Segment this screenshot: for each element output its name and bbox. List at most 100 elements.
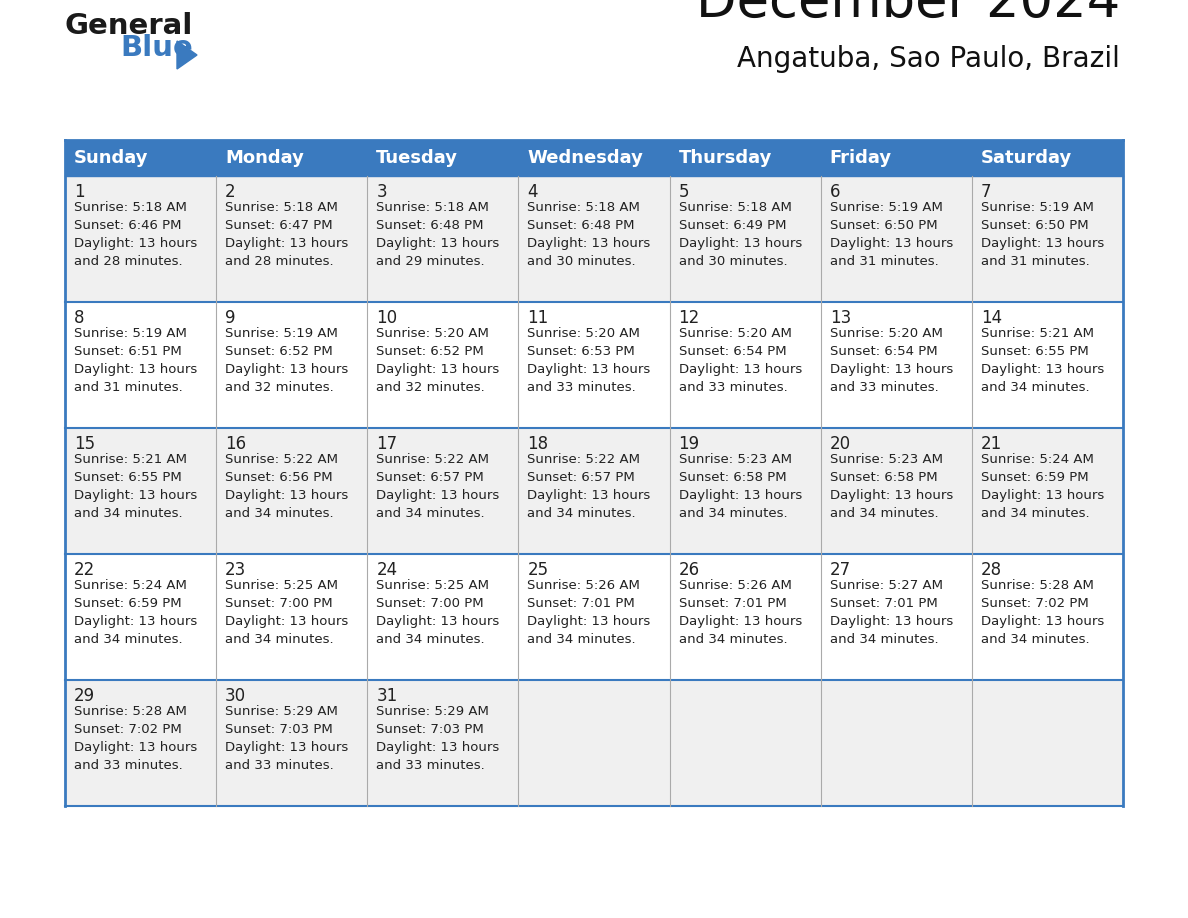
Text: Sunset: 6:59 PM: Sunset: 6:59 PM xyxy=(74,597,182,610)
Text: Sunset: 7:01 PM: Sunset: 7:01 PM xyxy=(678,597,786,610)
Text: and 29 minutes.: and 29 minutes. xyxy=(377,255,485,268)
Bar xyxy=(65,140,216,176)
Text: Sunset: 6:59 PM: Sunset: 6:59 PM xyxy=(981,471,1088,484)
Bar xyxy=(670,428,821,554)
Text: 13: 13 xyxy=(829,309,851,327)
Text: Daylight: 13 hours: Daylight: 13 hours xyxy=(74,741,197,754)
Text: 9: 9 xyxy=(226,309,235,327)
Text: 28: 28 xyxy=(981,561,1001,579)
Text: Sunset: 7:01 PM: Sunset: 7:01 PM xyxy=(829,597,937,610)
Text: and 33 minutes.: and 33 minutes. xyxy=(74,759,183,772)
Text: Saturday: Saturday xyxy=(981,149,1072,167)
Bar xyxy=(518,140,670,176)
Text: 21: 21 xyxy=(981,435,1003,453)
Bar xyxy=(216,140,367,176)
Text: Sunset: 7:00 PM: Sunset: 7:00 PM xyxy=(226,597,333,610)
Bar xyxy=(65,302,216,428)
Text: Sunset: 7:02 PM: Sunset: 7:02 PM xyxy=(981,597,1088,610)
Text: Daylight: 13 hours: Daylight: 13 hours xyxy=(678,237,802,250)
Bar xyxy=(367,176,518,302)
Text: Daylight: 13 hours: Daylight: 13 hours xyxy=(226,741,348,754)
Text: Sunset: 6:56 PM: Sunset: 6:56 PM xyxy=(226,471,333,484)
Text: and 33 minutes.: and 33 minutes. xyxy=(829,381,939,394)
Polygon shape xyxy=(177,41,197,69)
Bar xyxy=(216,680,367,806)
Text: and 34 minutes.: and 34 minutes. xyxy=(377,633,485,646)
Text: Daylight: 13 hours: Daylight: 13 hours xyxy=(226,363,348,376)
Bar xyxy=(216,428,367,554)
Text: 12: 12 xyxy=(678,309,700,327)
Text: and 33 minutes.: and 33 minutes. xyxy=(377,759,485,772)
Text: 5: 5 xyxy=(678,183,689,201)
Text: and 34 minutes.: and 34 minutes. xyxy=(981,633,1089,646)
Text: and 34 minutes.: and 34 minutes. xyxy=(527,507,636,520)
Text: December 2024: December 2024 xyxy=(696,0,1120,28)
Text: Sunrise: 5:24 AM: Sunrise: 5:24 AM xyxy=(981,453,1094,466)
Text: Sunrise: 5:29 AM: Sunrise: 5:29 AM xyxy=(226,705,339,718)
Bar xyxy=(821,680,972,806)
Text: Sunset: 6:54 PM: Sunset: 6:54 PM xyxy=(678,345,786,358)
Text: Sunset: 7:03 PM: Sunset: 7:03 PM xyxy=(377,723,484,736)
Text: Sunset: 6:57 PM: Sunset: 6:57 PM xyxy=(527,471,636,484)
Text: 27: 27 xyxy=(829,561,851,579)
Text: Friday: Friday xyxy=(829,149,892,167)
Text: and 32 minutes.: and 32 minutes. xyxy=(226,381,334,394)
Text: Sunrise: 5:29 AM: Sunrise: 5:29 AM xyxy=(377,705,489,718)
Text: Sunday: Sunday xyxy=(74,149,148,167)
Text: 18: 18 xyxy=(527,435,549,453)
Bar xyxy=(518,680,670,806)
Text: 16: 16 xyxy=(226,435,246,453)
Bar xyxy=(65,680,216,806)
Text: Daylight: 13 hours: Daylight: 13 hours xyxy=(678,615,802,628)
Text: Sunrise: 5:19 AM: Sunrise: 5:19 AM xyxy=(829,201,942,214)
Text: Sunset: 6:48 PM: Sunset: 6:48 PM xyxy=(377,219,484,232)
Text: 15: 15 xyxy=(74,435,95,453)
Bar xyxy=(670,554,821,680)
Text: Daylight: 13 hours: Daylight: 13 hours xyxy=(527,615,651,628)
Text: 1: 1 xyxy=(74,183,84,201)
Bar xyxy=(367,302,518,428)
Text: Daylight: 13 hours: Daylight: 13 hours xyxy=(74,615,197,628)
Text: Sunrise: 5:26 AM: Sunrise: 5:26 AM xyxy=(527,579,640,592)
Text: Sunset: 6:46 PM: Sunset: 6:46 PM xyxy=(74,219,182,232)
Bar xyxy=(972,428,1123,554)
Text: and 34 minutes.: and 34 minutes. xyxy=(226,633,334,646)
Text: 26: 26 xyxy=(678,561,700,579)
Text: Daylight: 13 hours: Daylight: 13 hours xyxy=(74,237,197,250)
Text: Daylight: 13 hours: Daylight: 13 hours xyxy=(981,615,1104,628)
Text: and 33 minutes.: and 33 minutes. xyxy=(226,759,334,772)
Bar xyxy=(670,302,821,428)
Text: 17: 17 xyxy=(377,435,398,453)
Text: Daylight: 13 hours: Daylight: 13 hours xyxy=(74,489,197,502)
Text: Daylight: 13 hours: Daylight: 13 hours xyxy=(829,363,953,376)
Text: Angatuba, Sao Paulo, Brazil: Angatuba, Sao Paulo, Brazil xyxy=(737,45,1120,73)
Text: and 32 minutes.: and 32 minutes. xyxy=(377,381,485,394)
Text: and 34 minutes.: and 34 minutes. xyxy=(74,507,183,520)
Text: Daylight: 13 hours: Daylight: 13 hours xyxy=(829,489,953,502)
Text: Monday: Monday xyxy=(226,149,304,167)
Text: and 34 minutes.: and 34 minutes. xyxy=(226,507,334,520)
Text: General: General xyxy=(65,12,194,40)
Text: Sunrise: 5:20 AM: Sunrise: 5:20 AM xyxy=(527,327,640,340)
Bar xyxy=(367,428,518,554)
Text: Daylight: 13 hours: Daylight: 13 hours xyxy=(226,237,348,250)
Bar xyxy=(65,176,216,302)
Text: Sunrise: 5:18 AM: Sunrise: 5:18 AM xyxy=(678,201,791,214)
Text: 31: 31 xyxy=(377,687,398,705)
Bar xyxy=(821,428,972,554)
Bar xyxy=(518,176,670,302)
Text: and 33 minutes.: and 33 minutes. xyxy=(527,381,637,394)
Bar xyxy=(670,176,821,302)
Text: Daylight: 13 hours: Daylight: 13 hours xyxy=(377,363,499,376)
Text: and 34 minutes.: and 34 minutes. xyxy=(678,633,788,646)
Text: Tuesday: Tuesday xyxy=(377,149,459,167)
Text: and 34 minutes.: and 34 minutes. xyxy=(377,507,485,520)
Text: Sunset: 6:52 PM: Sunset: 6:52 PM xyxy=(377,345,484,358)
Text: Sunrise: 5:18 AM: Sunrise: 5:18 AM xyxy=(226,201,339,214)
Text: Sunset: 6:50 PM: Sunset: 6:50 PM xyxy=(981,219,1088,232)
Text: 11: 11 xyxy=(527,309,549,327)
Text: and 30 minutes.: and 30 minutes. xyxy=(527,255,636,268)
Bar xyxy=(216,176,367,302)
Text: Sunset: 6:53 PM: Sunset: 6:53 PM xyxy=(527,345,636,358)
Text: Daylight: 13 hours: Daylight: 13 hours xyxy=(74,363,197,376)
